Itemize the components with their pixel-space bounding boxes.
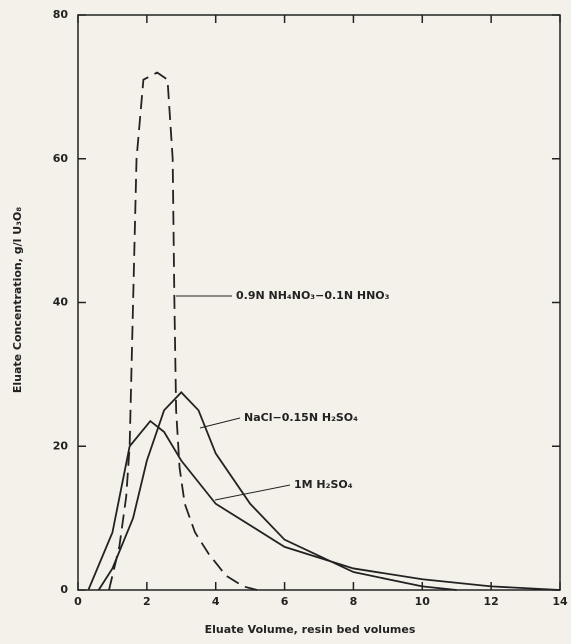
x-tick-label: 6 [281, 595, 289, 608]
x-tick-label: 0 [74, 595, 82, 608]
x-tick-label: 8 [350, 595, 358, 608]
y-axis-label: Eluate Concentration, g/l U₃O₈ [11, 207, 24, 393]
series-line [87, 419, 561, 591]
x-tick-label: 12 [483, 595, 498, 608]
y-tick-label: 60 [53, 152, 69, 165]
leader-line [199, 417, 241, 429]
y-tick-label: 40 [53, 296, 69, 309]
annotation: NaCl−0.15N H₂SO₄ [244, 411, 358, 424]
x-tick-label: 4 [212, 595, 220, 608]
x-tick-label: 10 [415, 595, 431, 608]
y-tick-label: 0 [60, 583, 68, 596]
y-tick-label: 20 [53, 439, 69, 452]
y-tick-label: 80 [53, 8, 69, 21]
plot-frame [77, 14, 561, 591]
annotation: 0.9N NH₄NO₃−0.1N HNO₃ [236, 289, 390, 302]
series-line [97, 391, 457, 591]
leader-line [214, 484, 291, 501]
series-line [108, 71, 258, 591]
x-tick-label: 14 [552, 595, 568, 608]
annotation: 1M H₂SO₄ [294, 478, 353, 491]
x-tick-label: 2 [143, 595, 151, 608]
x-axis-label: Eluate Volume, resin bed volumes [205, 623, 416, 636]
